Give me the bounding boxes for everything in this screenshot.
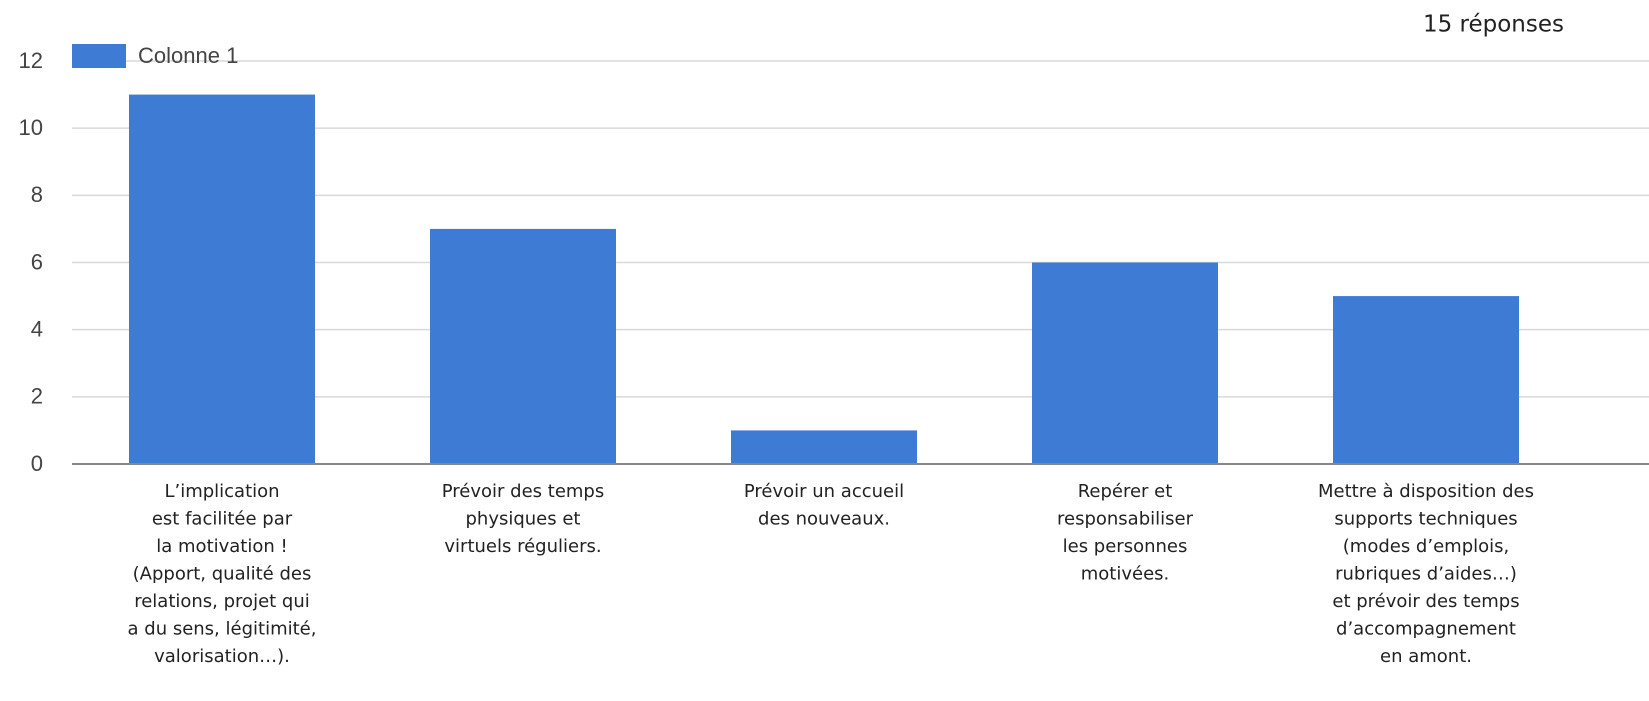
response-count: 15 réponses [1423,12,1564,38]
y-tick-label: 2 [31,384,43,409]
y-tick-label: 6 [31,249,43,274]
y-tick-label: 12 [19,48,43,73]
legend-label: Colonne 1 [138,43,238,68]
y-tick-label: 8 [31,182,43,207]
y-tick-label: 0 [31,451,43,476]
x-tick-label: Prévoir des temps physiques et virtuels ré… [442,481,604,557]
legend-swatch [72,44,126,68]
bar [430,228,616,464]
bar [731,430,917,464]
bar [129,94,315,464]
x-tick-label: L’implication est facilitée par la motivat… [128,481,317,667]
x-tick-label: Repérer et responsabiliser les personnes mo… [1057,481,1194,585]
y-tick-label: 10 [19,115,43,140]
bar [1333,296,1519,464]
bar [1032,262,1218,464]
x-tick-label: Prévoir un accueil des nouveaux. [744,481,904,530]
y-tick-label: 4 [31,316,43,341]
x-tick-label: Mettre à disposition des supports techniq… [1318,481,1534,667]
